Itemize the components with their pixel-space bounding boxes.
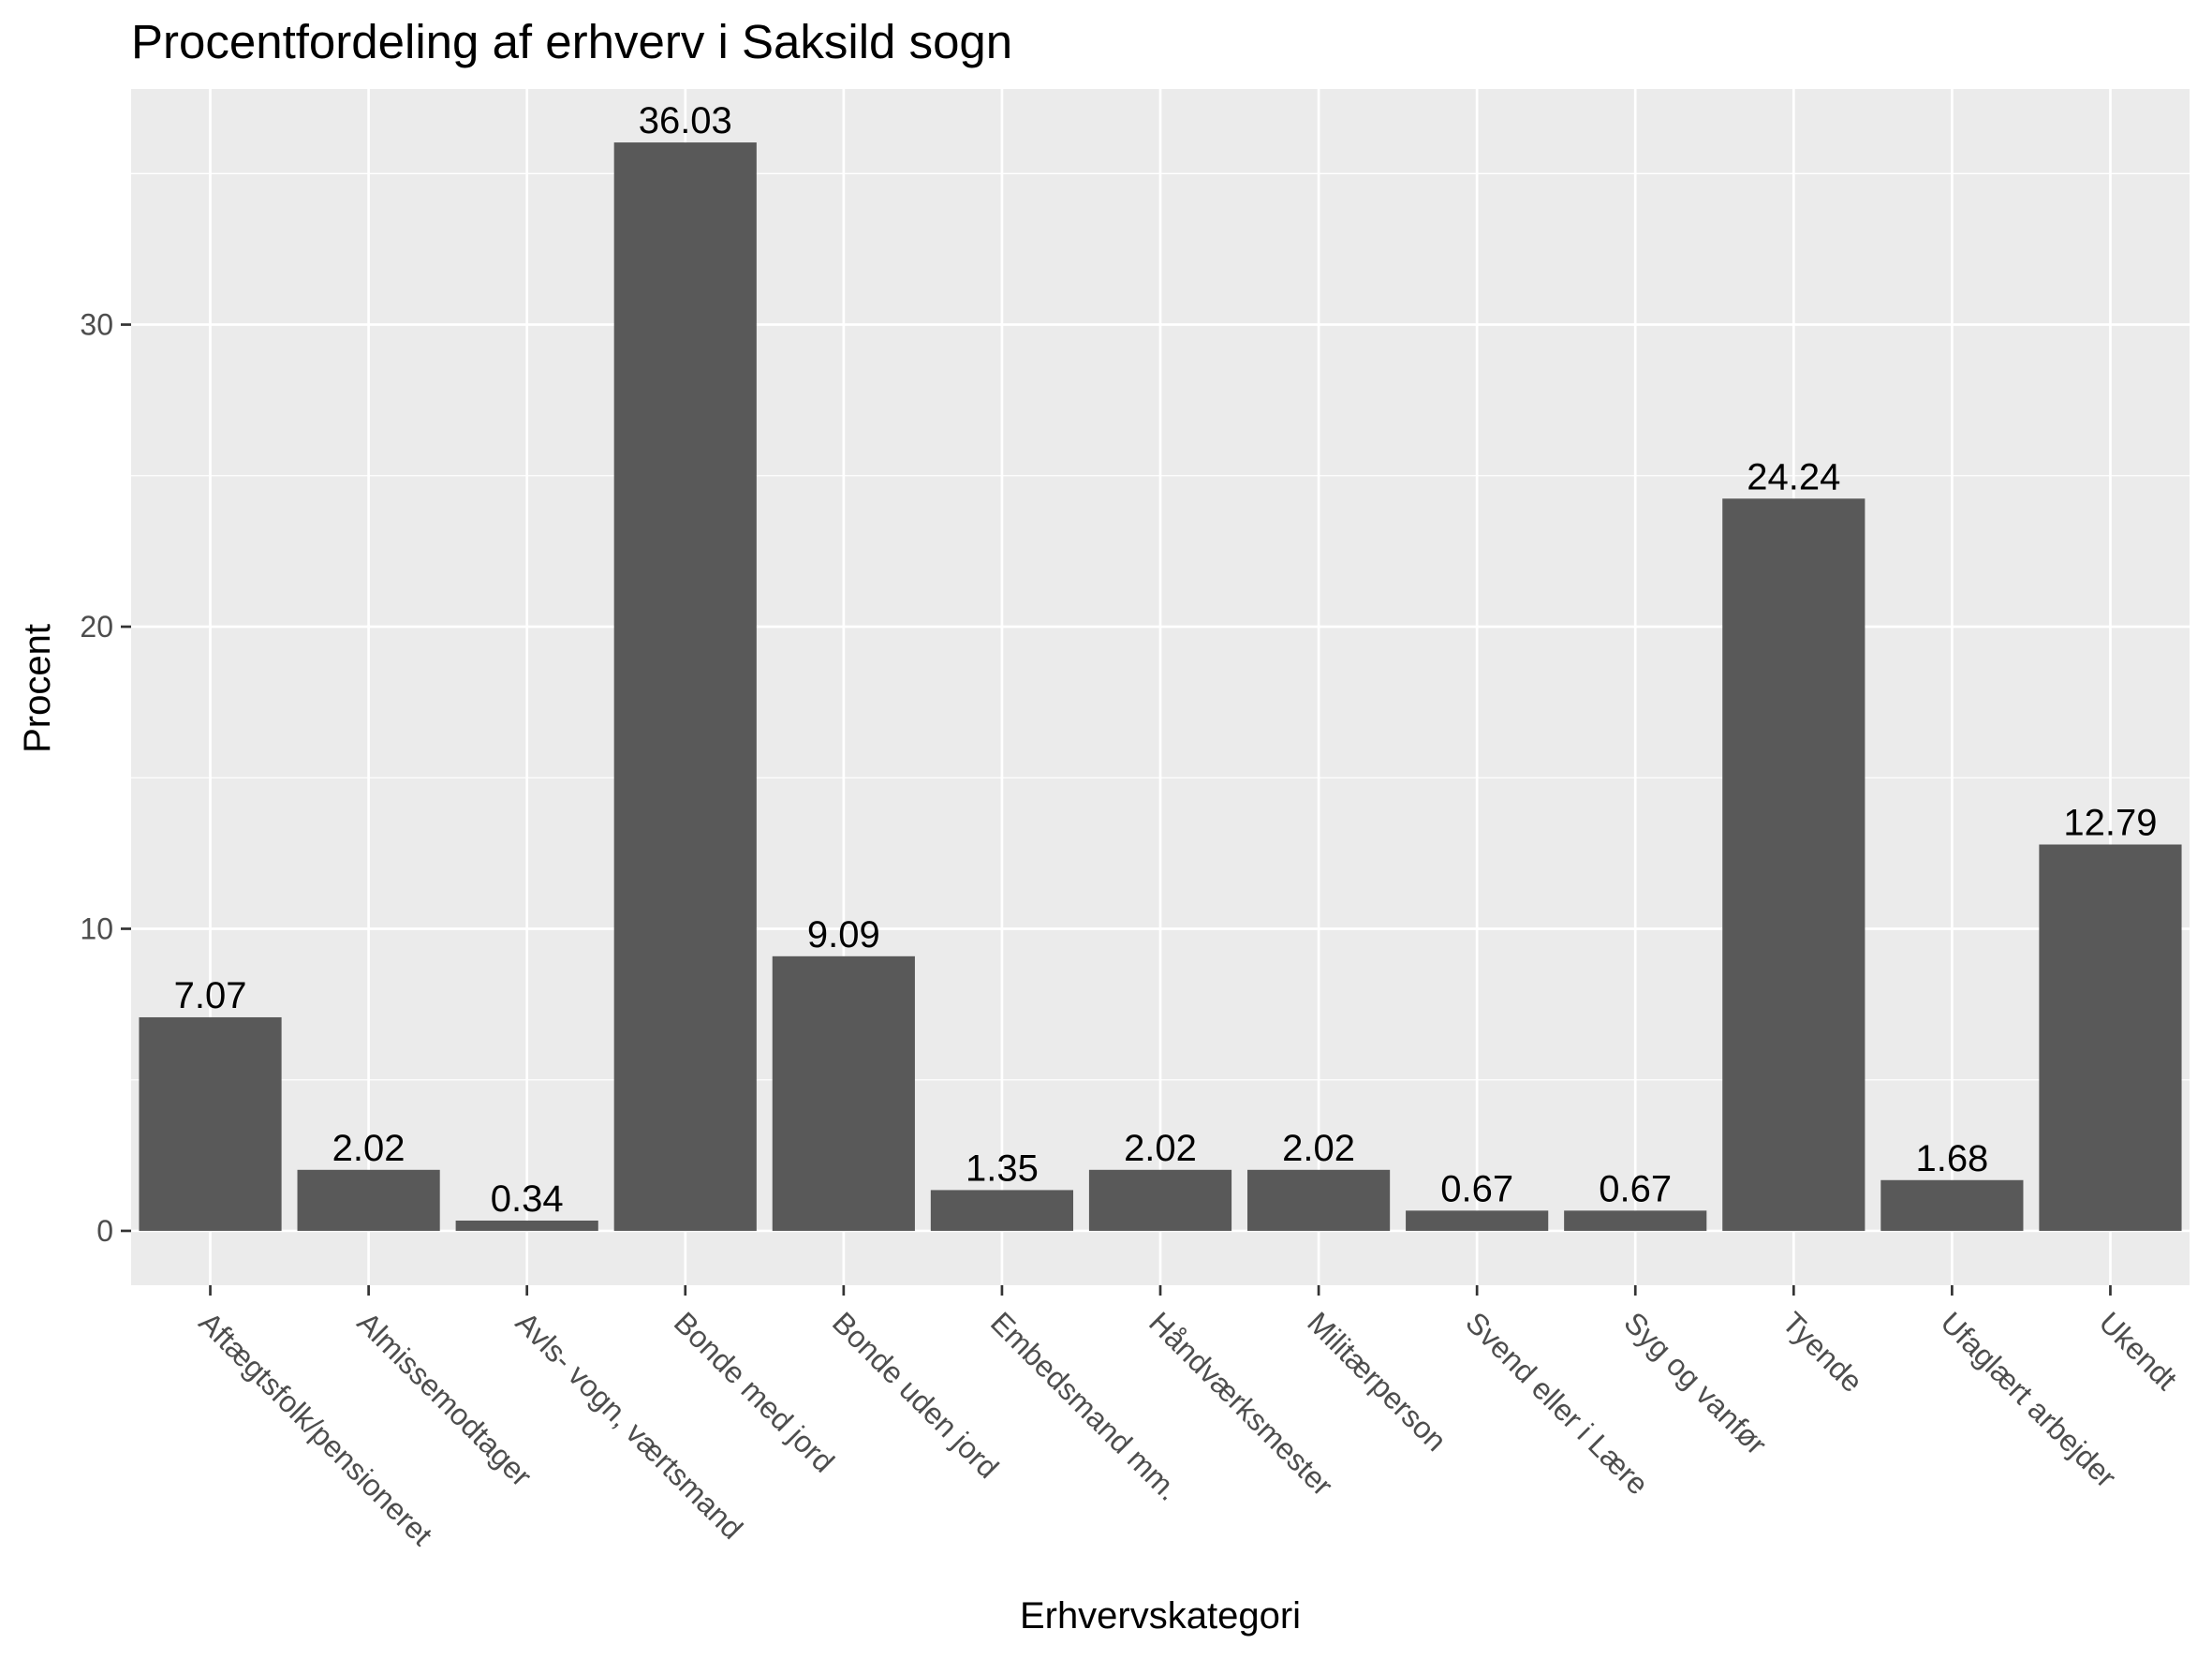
x-tick-label: Ufaglært arbejder	[1934, 1305, 2123, 1494]
bar-value-label: 36.03	[639, 100, 732, 141]
bar	[2039, 844, 2182, 1231]
bar-value-label: 0.67	[1599, 1168, 1672, 1209]
bar	[1564, 1210, 1707, 1231]
x-tick-label: Syg og vanfør	[1617, 1305, 1774, 1461]
bar	[1406, 1210, 1549, 1231]
x-tick-label: Tyende	[1776, 1305, 1869, 1399]
bar-value-label: 24.24	[1747, 456, 1840, 497]
bar-value-label: 2.02	[1124, 1128, 1197, 1169]
bar	[1088, 1169, 1232, 1231]
x-axis: Aftægtsfolk/pensioneretAlmissemodtagerAv…	[193, 1285, 2184, 1552]
x-tick-label: Militærperson	[1301, 1305, 1453, 1458]
y-tick-label: 20	[80, 610, 113, 644]
y-tick-label: 30	[80, 308, 113, 342]
bar	[930, 1190, 1074, 1231]
bar-value-label: 2.02	[1282, 1128, 1355, 1169]
y-tick-label: 10	[80, 911, 113, 945]
bar	[297, 1169, 440, 1231]
bar	[1246, 1169, 1391, 1231]
bar	[772, 955, 915, 1231]
bar-value-label: 9.09	[807, 914, 880, 955]
bar	[139, 1016, 282, 1231]
bar-labels: 7.07 2.02 0.34 36.03 9.09 1.35 2.02 2.02 0.67 0.6…	[174, 100, 2158, 1220]
bar	[1880, 1179, 2024, 1231]
bar-value-label: 12.79	[2063, 803, 2157, 844]
bar-value-label: 0.67	[1440, 1168, 1513, 1209]
chart-title: Procentfordeling af erhverv i Saksild so…	[131, 15, 1012, 68]
x-tick-label: Bonde med jord	[668, 1305, 841, 1478]
bar-value-label: 1.35	[966, 1148, 1039, 1189]
bars	[139, 142, 2182, 1231]
y-axis: 0 10 20 30	[80, 308, 131, 1248]
bar-value-label: 0.34	[491, 1178, 564, 1220]
bar-value-label: 7.07	[174, 975, 247, 1016]
x-axis-title: Erhvervskategori	[1020, 1595, 1301, 1637]
bar	[455, 1220, 598, 1231]
bar	[613, 142, 757, 1231]
x-tick-label: Almissemodtager	[351, 1305, 538, 1492]
y-axis-title: Procent	[17, 624, 58, 753]
y-tick-label: 0	[96, 1214, 113, 1248]
x-tick-label: Bonde uden jord	[826, 1305, 1006, 1485]
bar-value-label: 2.02	[332, 1128, 406, 1169]
bar-value-label: 1.68	[1915, 1138, 1988, 1179]
bar	[1722, 498, 1865, 1231]
x-tick-label: Ukendt	[2093, 1305, 2184, 1396]
